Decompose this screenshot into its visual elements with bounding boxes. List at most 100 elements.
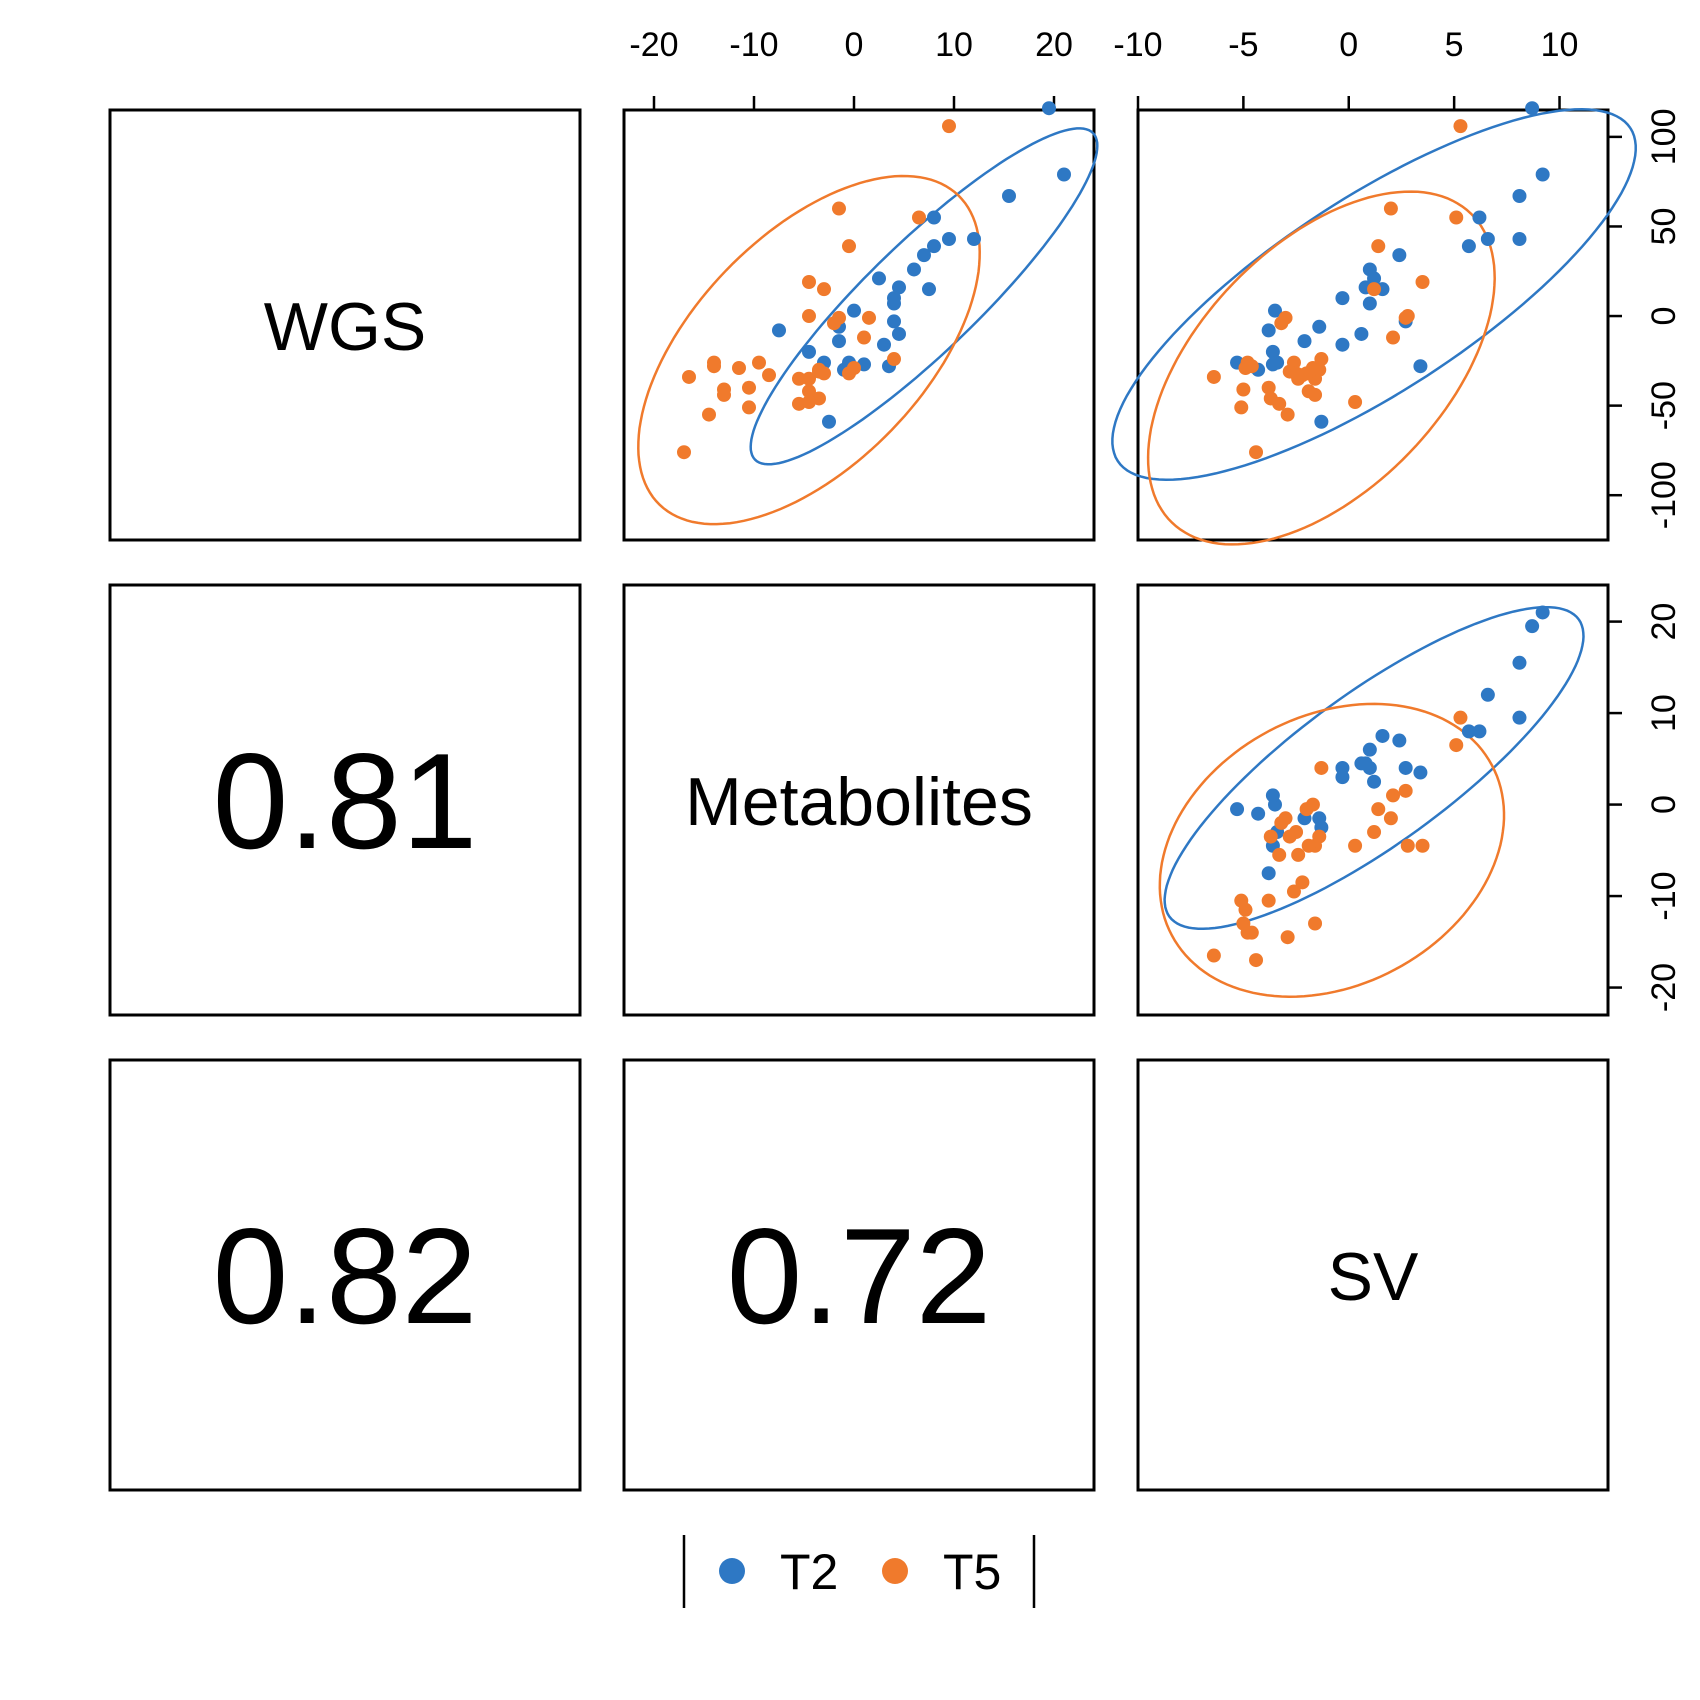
y-tick-label-wgs: 50 <box>1645 208 1683 246</box>
data-point-t5 <box>1312 829 1327 844</box>
data-point-t2 <box>942 232 956 246</box>
data-point-t2 <box>1375 728 1390 743</box>
data-point-t2 <box>847 303 861 318</box>
data-point-t2 <box>907 262 921 277</box>
legend-marker-t5 <box>882 1558 908 1584</box>
data-point-t2 <box>1512 710 1527 725</box>
x-tick-label-sv: 5 <box>1445 26 1464 64</box>
data-point-t5 <box>802 395 816 410</box>
data-point-t2 <box>877 337 891 352</box>
data-point-t5 <box>817 366 831 381</box>
data-point-t2 <box>1461 239 1476 254</box>
data-point-t2 <box>1413 359 1428 374</box>
data-point-t5 <box>752 355 766 370</box>
y-tick-label-metabolites: 20 <box>1645 603 1683 641</box>
legend: T2 T5 <box>682 1535 1036 1608</box>
data-point-t2 <box>1002 189 1016 203</box>
data-point-t5 <box>1308 387 1323 402</box>
data-point-t5 <box>1449 738 1464 753</box>
data-point-t5 <box>1274 815 1289 830</box>
data-point-t5 <box>1244 925 1259 940</box>
y-tick-label-metabolites: 10 <box>1645 694 1683 732</box>
data-point-t5 <box>742 400 756 415</box>
data-point-t5 <box>1308 916 1323 931</box>
correlation-metabolites-wgs: 0.81 <box>213 725 478 877</box>
data-point-t2 <box>887 296 901 311</box>
panel-wgs-vs-metabolites <box>622 108 1096 542</box>
data-point-t5 <box>912 210 926 225</box>
data-point-t5 <box>1236 382 1251 397</box>
data-point-t5 <box>1383 201 1398 216</box>
x-tick-label-sv: -5 <box>1228 26 1258 64</box>
panel-corr-metabolites-wgs <box>108 583 582 1017</box>
data-point-t5 <box>842 239 856 254</box>
correlation-sv-metabolites: 0.72 <box>727 1200 992 1352</box>
data-point-t2 <box>887 314 901 329</box>
legend-label-t2: T2 <box>780 1544 838 1600</box>
confidence-ellipse-t5 <box>1146 190 1496 546</box>
data-point-t2 <box>1512 232 1527 246</box>
y-tick-label-wgs: -100 <box>1645 461 1683 529</box>
data-point-t5 <box>1263 829 1278 844</box>
confidence-ellipse-t2 <box>1111 108 1637 482</box>
y-tick-label-metabolites: -20 <box>1645 963 1683 1012</box>
data-point-t5 <box>1236 916 1251 931</box>
data-point-t2 <box>1472 724 1487 739</box>
data-point-t5 <box>707 359 721 374</box>
data-point-t2 <box>1261 866 1276 881</box>
data-point-t2 <box>1042 101 1056 116</box>
data-point-t5 <box>802 275 816 289</box>
data-point-t5 <box>1238 361 1253 375</box>
data-point-t5 <box>802 309 816 324</box>
data-point-t5 <box>702 407 716 422</box>
y-tick-label-wgs: -50 <box>1645 381 1683 430</box>
data-point-t5 <box>1383 811 1398 826</box>
data-point-t2 <box>1461 724 1476 739</box>
data-point-t5 <box>792 371 806 386</box>
data-point-t2 <box>1392 733 1407 748</box>
panel-metabolites-label <box>622 583 1096 1017</box>
data-point-t2 <box>1512 189 1527 203</box>
data-point-t2 <box>1354 326 1369 341</box>
data-point-t5 <box>817 282 831 297</box>
x-tick-label-metabolites: -20 <box>629 26 678 64</box>
data-point-t5 <box>1400 838 1415 853</box>
data-point-t2 <box>1535 605 1550 620</box>
data-point-t5 <box>1367 825 1382 840</box>
data-point-t5 <box>1371 802 1386 817</box>
data-point-t5 <box>717 387 731 402</box>
data-point-t5 <box>802 371 816 386</box>
data-point-t5 <box>1261 380 1276 395</box>
data-point-t2 <box>1525 101 1540 116</box>
panel-sv-label <box>1136 1058 1610 1492</box>
data-point-t5 <box>1348 395 1363 410</box>
y-tick-label-wgs: 100 <box>1645 109 1683 166</box>
data-point-t2 <box>1480 687 1495 702</box>
data-point-t2 <box>1267 303 1282 318</box>
data-point-t2 <box>832 334 846 349</box>
data-point-t2 <box>917 248 931 263</box>
data-point-t5 <box>802 384 816 399</box>
data-point-t2 <box>1535 167 1550 182</box>
data-point-t2 <box>1367 271 1382 286</box>
data-point-t2 <box>1261 323 1276 338</box>
data-point-t5 <box>1415 838 1430 853</box>
data-point-t5 <box>1314 352 1329 367</box>
data-point-t5 <box>1415 275 1430 289</box>
data-point-t5 <box>1234 893 1249 908</box>
x-tick-label-metabolites: 10 <box>935 26 973 64</box>
data-point-t5 <box>1449 210 1464 225</box>
data-point-t5 <box>1272 847 1287 862</box>
panel-metabolites-vs-sv <box>1136 583 1610 1017</box>
y-tick-label-metabolites: -10 <box>1645 871 1683 920</box>
data-point-t5 <box>1291 847 1306 862</box>
correlation-sv-wgs: 0.82 <box>213 1200 478 1352</box>
data-point-t2 <box>1512 655 1527 670</box>
data-point-t5 <box>1234 400 1249 415</box>
data-point-t5 <box>1314 760 1329 775</box>
data-point-t2 <box>1265 357 1280 372</box>
data-point-t5 <box>862 310 876 325</box>
data-point-t2 <box>1265 344 1280 359</box>
variable-label-sv: SV <box>1328 1239 1419 1315</box>
data-point-t5 <box>827 316 841 331</box>
